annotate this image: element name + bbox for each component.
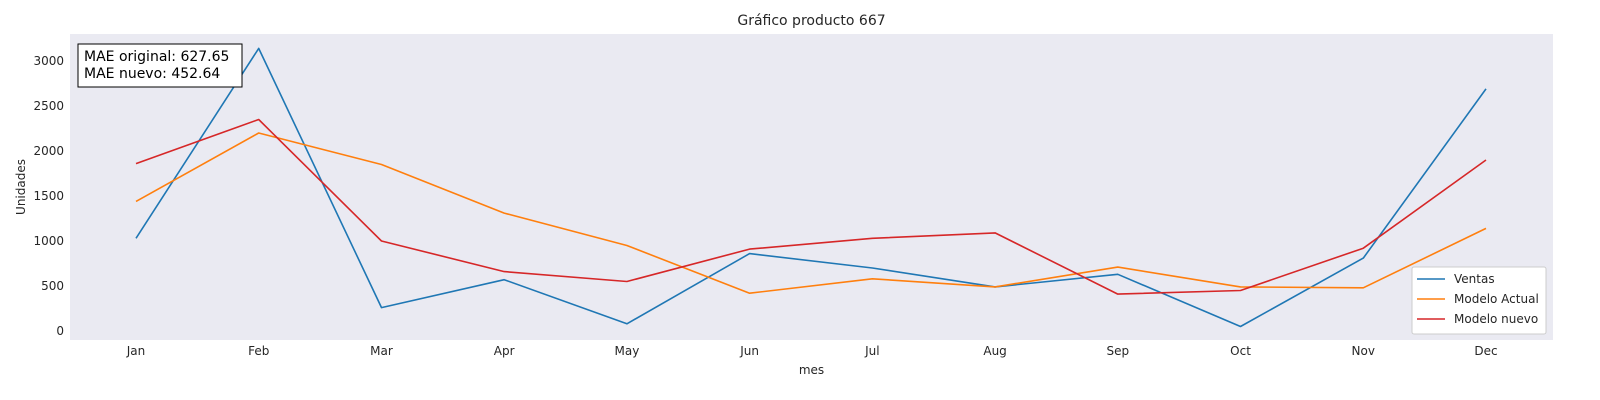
x-tick-label: Sep: [1107, 344, 1130, 358]
x-tick-label: Oct: [1230, 344, 1251, 358]
x-tick-label: Mar: [370, 344, 393, 358]
plot-area: [70, 34, 1553, 340]
y-tick-label: 2500: [33, 99, 64, 113]
x-tick-label: Dec: [1474, 344, 1497, 358]
y-tick-label: 0: [56, 324, 64, 338]
legend-frame: [1411, 266, 1547, 335]
x-tick-label: Aug: [983, 344, 1006, 358]
y-axis-ticks: 0 500 1000 1500 2000 2500 3000: [33, 54, 64, 338]
legend-entry: Ventas: [1454, 272, 1495, 286]
mae-line: MAE original: 627.65: [84, 49, 229, 65]
series-lines: [135, 47, 1487, 328]
y-tick-label: 1000: [33, 234, 64, 248]
x-axis-label: mes: [799, 363, 824, 377]
legend-entry: Modelo Actual: [1454, 292, 1539, 306]
x-tick-label: May: [615, 344, 640, 358]
y-tick-label: 2000: [33, 144, 64, 158]
chart-title: Gráfico producto 667: [737, 13, 885, 29]
annotation-box: [77, 43, 243, 88]
mae-line: MAE nuevo: 452.64: [84, 66, 220, 82]
x-tick-label: Nov: [1352, 344, 1375, 358]
legend-entry: Modelo nuevo: [1454, 312, 1538, 326]
x-tick-label: Feb: [248, 344, 269, 358]
legend: Ventas Modelo Actual Modelo nuevo: [1411, 266, 1547, 335]
x-tick-label: Apr: [494, 344, 515, 358]
y-tick-label: 1500: [33, 189, 64, 203]
series-line-2: [135, 118, 1487, 295]
x-tick-label: Jul: [864, 344, 879, 358]
y-tick-label: 3000: [33, 54, 64, 68]
y-tick-label: 500: [41, 279, 64, 293]
y-axis-label: Unidades: [14, 159, 28, 215]
x-tick-label: Jan: [126, 344, 146, 358]
x-axis-ticks: Jan Feb Mar Apr May Jun Jul Aug Sep Oct Nov Dec: [126, 344, 1498, 358]
series-line-0: [135, 47, 1487, 328]
series-line-1: [135, 132, 1487, 295]
x-tick-label: Jun: [739, 344, 759, 358]
